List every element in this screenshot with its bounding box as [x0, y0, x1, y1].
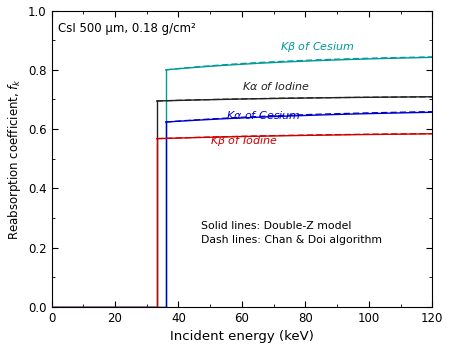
Text: CsI 500 μm, 0.18 g/cm²: CsI 500 μm, 0.18 g/cm² [58, 22, 196, 35]
Text: $\it{Kα}$ of Iodine: $\it{Kα}$ of Iodine [242, 80, 310, 92]
Text: Solid lines: Double-Z model
Dash lines: Chan & Doi algorithm: Solid lines: Double-Z model Dash lines: … [201, 221, 382, 245]
Text: $\it{Kβ}$ of Cesium: $\it{Kβ}$ of Cesium [280, 40, 355, 54]
Text: $\it{Kα}$ of Cesium: $\it{Kα}$ of Cesium [226, 109, 301, 121]
Text: $\it{Kβ}$ of Iodine: $\it{Kβ}$ of Iodine [210, 134, 278, 148]
Y-axis label: Reabsorption coefficient, $f_k$: Reabsorption coefficient, $f_k$ [5, 78, 22, 240]
X-axis label: Incident energy (keV): Incident energy (keV) [170, 331, 314, 343]
